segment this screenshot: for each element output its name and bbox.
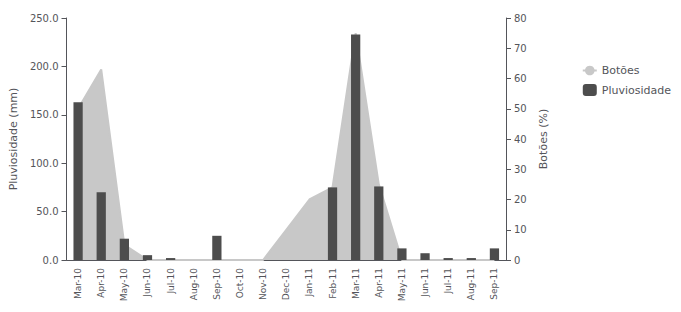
svg-text:250.0: 250.0: [30, 13, 59, 24]
svg-text:Pluviosidade (mm): Pluviosidade (mm): [7, 88, 20, 191]
svg-text:Oct-10: Oct-10: [235, 268, 245, 299]
svg-text:Dec-10: Dec-10: [281, 268, 291, 300]
svg-text:Apr-11: Apr-11: [374, 268, 384, 298]
svg-text:Jul-11: Jul-11: [443, 268, 453, 295]
svg-text:Pluviosidade: Pluviosidade: [602, 84, 671, 97]
svg-text:Jul-10: Jul-10: [166, 268, 176, 295]
svg-text:60: 60: [514, 73, 527, 84]
svg-text:Sep-10: Sep-10: [212, 268, 222, 300]
svg-text:200.0: 200.0: [30, 61, 59, 72]
svg-text:Sep-11: Sep-11: [489, 268, 499, 300]
svg-text:Botões (%): Botões (%): [537, 109, 550, 169]
svg-text:Jan-11: Jan-11: [304, 268, 314, 298]
svg-text:150.0: 150.0: [30, 109, 59, 120]
svg-text:Feb-11: Feb-11: [328, 268, 338, 299]
svg-text:Aug-10: Aug-10: [189, 268, 199, 301]
svg-text:Jun-11: Jun-11: [420, 268, 430, 298]
svg-text:50.0: 50.0: [36, 206, 58, 217]
svg-text:70: 70: [514, 43, 527, 54]
svg-text:May-11: May-11: [397, 268, 407, 301]
svg-text:0: 0: [514, 255, 520, 266]
svg-text:30: 30: [514, 164, 527, 175]
svg-text:Apr-10: Apr-10: [96, 268, 106, 298]
svg-text:Jun-10: Jun-10: [142, 268, 152, 298]
svg-text:May-10: May-10: [119, 268, 129, 301]
svg-text:Aug-11: Aug-11: [466, 268, 476, 300]
svg-text:80: 80: [514, 13, 527, 24]
svg-text:Nov-10: Nov-10: [258, 268, 268, 300]
svg-text:Mar-10: Mar-10: [73, 268, 83, 299]
svg-text:50: 50: [514, 103, 527, 114]
svg-text:Mar-11: Mar-11: [351, 268, 361, 299]
svg-text:Botões: Botões: [602, 64, 640, 77]
svg-text:40: 40: [514, 134, 527, 145]
svg-text:10: 10: [514, 224, 527, 235]
svg-text:20: 20: [514, 194, 527, 205]
svg-text:100.0: 100.0: [30, 158, 59, 169]
svg-text:0.0: 0.0: [43, 255, 59, 266]
